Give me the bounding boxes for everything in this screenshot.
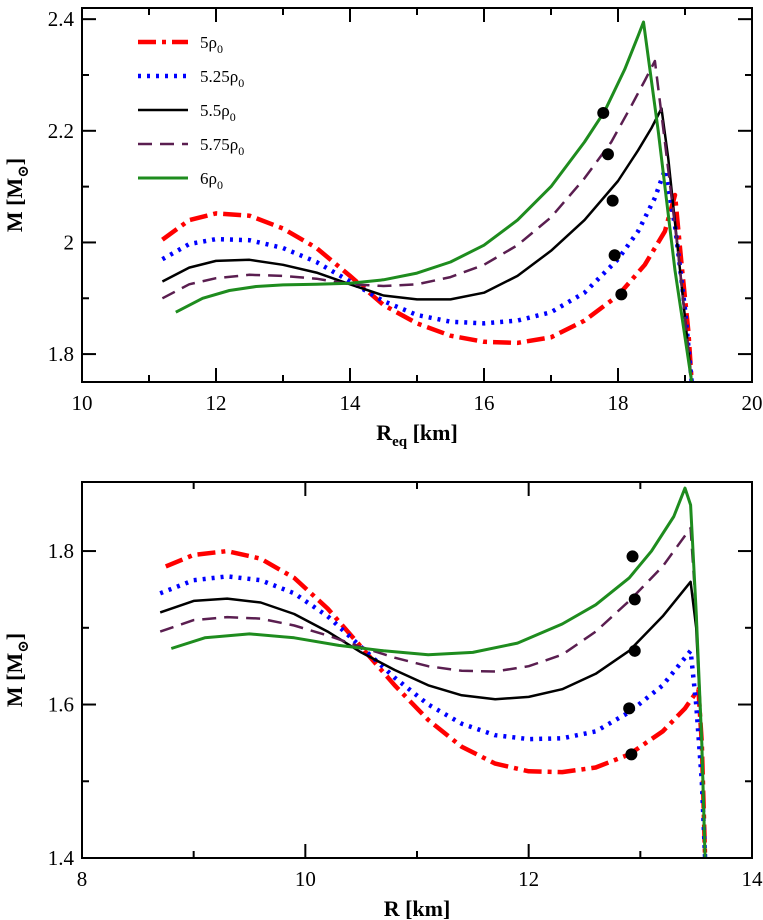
marker-point-3 xyxy=(608,249,621,262)
y-tick-label: 1.6 xyxy=(48,693,74,717)
plot-frame xyxy=(81,7,753,383)
series-group xyxy=(161,20,694,382)
marker-point-3 xyxy=(623,702,636,715)
marker-point-0 xyxy=(597,106,610,119)
y-tick-label: 1.8 xyxy=(48,539,74,563)
legend-label-2: 5.5ρ0 xyxy=(200,101,236,124)
marker-point-4 xyxy=(615,288,628,301)
plot-frame xyxy=(81,481,753,859)
legend: 5ρ0 5.25ρ0 5.5ρ0 5.75ρ0 6ρ0 xyxy=(138,33,244,192)
series-line-0 xyxy=(164,548,708,858)
x-tick-label: 16 xyxy=(474,391,495,415)
series-group xyxy=(159,486,708,858)
x-tick-label: 14 xyxy=(340,391,362,415)
series-line-4 xyxy=(170,486,707,858)
x-tick-label: 8 xyxy=(77,867,88,891)
x-tick-label: 12 xyxy=(206,391,227,415)
series-line-1 xyxy=(159,574,708,858)
marker-point-4 xyxy=(625,748,638,761)
marker-point-2 xyxy=(628,644,641,657)
y-tick-label: 2.2 xyxy=(48,119,74,143)
x-tick-label: 12 xyxy=(518,867,539,891)
y-tick-label: 1.8 xyxy=(48,342,74,366)
marker-point-2 xyxy=(606,194,619,207)
y-tick-label: 2.4 xyxy=(48,7,75,31)
legend-label-0: 5ρ0 xyxy=(200,33,223,56)
series-line-1 xyxy=(161,167,694,382)
x-axis-title: R [km] xyxy=(384,896,451,920)
x-axis-title: Req [km] xyxy=(376,420,458,450)
x-tick-label: 14 xyxy=(742,867,763,891)
series-line-4 xyxy=(175,20,694,382)
x-tick-label: 10 xyxy=(295,867,316,891)
series-line-2 xyxy=(161,107,693,382)
y-axis-title: M [M⊙] xyxy=(2,158,32,232)
bottom-chart-panel: 8 10 12 14 1.4 1.6 1.8 R [km] M [M⊙] xyxy=(2,481,763,920)
y-axis-title: M [M⊙] xyxy=(2,633,32,707)
series-line-3 xyxy=(161,59,693,382)
x-tick-label: 18 xyxy=(608,391,629,415)
marker-point-0 xyxy=(626,550,639,563)
series-line-0 xyxy=(161,192,694,382)
marker-point-1 xyxy=(628,593,641,606)
series-line-3 xyxy=(159,526,707,858)
y-tick-label: 2 xyxy=(64,230,75,254)
legend-label-3: 5.75ρ0 xyxy=(200,135,244,158)
y-tick-label: 1.4 xyxy=(48,846,75,870)
marker-point-1 xyxy=(601,148,614,161)
x-tick-label: 10 xyxy=(72,391,93,415)
series-line-2 xyxy=(159,580,707,858)
legend-label-1: 5.25ρ0 xyxy=(200,67,244,90)
legend-label-4: 6ρ0 xyxy=(200,169,223,192)
x-tick-label: 20 xyxy=(742,391,763,415)
